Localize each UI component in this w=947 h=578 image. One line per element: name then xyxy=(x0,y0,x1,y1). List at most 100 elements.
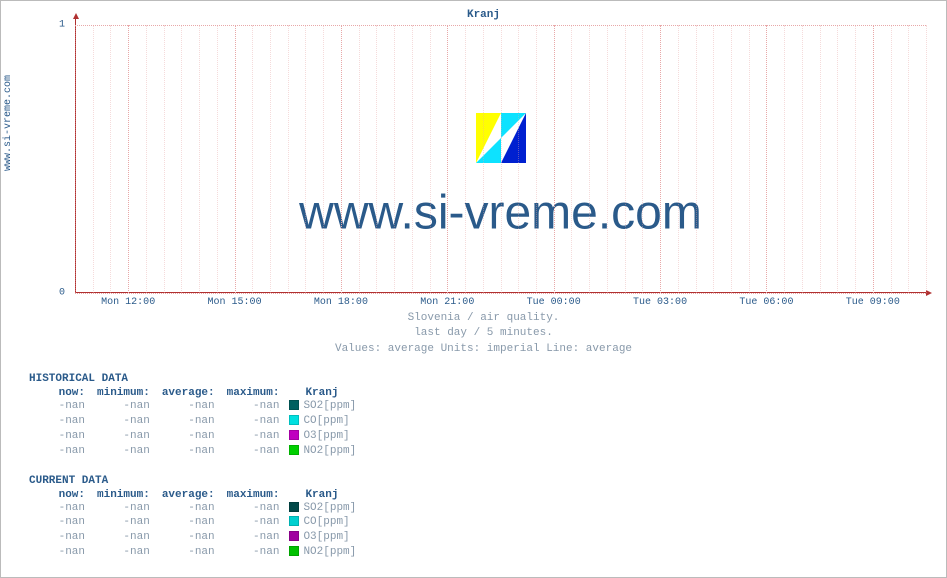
table-cell: -nan xyxy=(221,530,286,545)
gridline-v-minor xyxy=(855,25,856,293)
table-header-cell: average: xyxy=(156,489,221,501)
series-label-cell: CO[ppm] xyxy=(285,414,375,429)
table-cell: -nan xyxy=(156,414,221,429)
gridline-v-minor xyxy=(873,25,874,293)
table-cell: -nan xyxy=(29,545,91,560)
table-cell: -nan xyxy=(29,501,91,516)
x-tick-label: Tue 00:00 xyxy=(527,297,581,308)
table-cell: -nan xyxy=(156,444,221,459)
x-tick-label: Mon 12:00 xyxy=(101,297,155,308)
gridline-v-minor xyxy=(323,25,324,293)
table-header-cell: now: xyxy=(29,489,91,501)
series-label-cell: SO2[ppm] xyxy=(285,501,375,516)
y-axis-arrow-icon xyxy=(73,13,79,19)
subtext-line: Slovenia / air quality. xyxy=(41,311,926,326)
table-row: -nan-nan-nan-nanO3[ppm] xyxy=(29,429,375,444)
series-swatch-icon xyxy=(289,430,299,440)
x-tick-label: Mon 15:00 xyxy=(208,297,262,308)
table-cell: -nan xyxy=(156,515,221,530)
y-tick-label: 0 xyxy=(59,288,65,299)
chart-plot: www.si-vreme.com 01Mon 12:00Mon 15:00Mon… xyxy=(75,25,926,293)
table-header-cell: Kranj xyxy=(285,489,375,501)
gridline-v-minor xyxy=(678,25,679,293)
historical-title: HISTORICAL DATA xyxy=(29,373,946,385)
gridline-v-minor xyxy=(412,25,413,293)
gridline-v-minor xyxy=(288,25,289,293)
table-cell: -nan xyxy=(29,414,91,429)
table-header-cell: maximum: xyxy=(221,489,286,501)
series-label: SO2[ppm] xyxy=(303,400,356,412)
table-cell: -nan xyxy=(29,444,91,459)
table-row: -nan-nan-nan-nanSO2[ppm] xyxy=(29,501,375,516)
gridline-v-minor xyxy=(305,25,306,293)
gridline-v-minor xyxy=(837,25,838,293)
series-swatch-icon xyxy=(289,546,299,556)
table-header-row: now:minimum:average:maximum:Kranj xyxy=(29,387,375,399)
table-cell: -nan xyxy=(91,444,156,459)
table-cell: -nan xyxy=(221,545,286,560)
current-section: CURRENT DATA now:minimum:average:maximum… xyxy=(29,475,946,560)
series-swatch-icon xyxy=(289,531,299,541)
series-label: O3[ppm] xyxy=(303,531,349,543)
table-cell: -nan xyxy=(91,545,156,560)
table-cell: -nan xyxy=(221,444,286,459)
series-label-cell: CO[ppm] xyxy=(285,515,375,530)
gridline-v-minor xyxy=(217,25,218,293)
y-axis-side-label: www.si-vreme.com xyxy=(3,75,14,171)
gridline-v-minor xyxy=(660,25,661,293)
table-cell: -nan xyxy=(156,429,221,444)
series-swatch-icon xyxy=(289,400,299,410)
gridline-v-minor xyxy=(749,25,750,293)
table-header-cell: now: xyxy=(29,387,91,399)
y-tick-label: 1 xyxy=(59,20,65,31)
series-label: SO2[ppm] xyxy=(303,502,356,514)
gridline-v-minor xyxy=(341,25,342,293)
plot-wrap: www.si-vreme.com 01Mon 12:00Mon 15:00Mon… xyxy=(75,25,926,293)
table-cell: -nan xyxy=(156,545,221,560)
series-swatch-icon xyxy=(289,445,299,455)
series-label: CO[ppm] xyxy=(303,516,349,528)
gridline-v-minor xyxy=(696,25,697,293)
table-header-cell: minimum: xyxy=(91,489,156,501)
gridline-v-minor xyxy=(536,25,537,293)
gridline-v-minor xyxy=(75,25,76,293)
gridline-v-minor xyxy=(926,25,927,293)
table-cell: -nan xyxy=(29,399,91,414)
table-row: -nan-nan-nan-nanNO2[ppm] xyxy=(29,545,375,560)
gridline-v-minor xyxy=(359,25,360,293)
series-swatch-icon xyxy=(289,415,299,425)
table-cell: -nan xyxy=(221,399,286,414)
table-row: -nan-nan-nan-nanO3[ppm] xyxy=(29,530,375,545)
table-cell: -nan xyxy=(221,414,286,429)
table-cell: -nan xyxy=(91,414,156,429)
gridline-v-minor xyxy=(607,25,608,293)
gridline-v-minor xyxy=(430,25,431,293)
gridline-v-minor xyxy=(235,25,236,293)
gridline-v-minor xyxy=(483,25,484,293)
table-row: -nan-nan-nan-nanCO[ppm] xyxy=(29,515,375,530)
table-cell: -nan xyxy=(221,515,286,530)
table-cell: -nan xyxy=(29,530,91,545)
series-label: NO2[ppm] xyxy=(303,546,356,558)
gridline-v-minor xyxy=(891,25,892,293)
gridline-v-minor xyxy=(731,25,732,293)
table-header-row: now:minimum:average:maximum:Kranj xyxy=(29,489,375,501)
table-row: -nan-nan-nan-nanSO2[ppm] xyxy=(29,399,375,414)
x-tick-label: Tue 09:00 xyxy=(846,297,900,308)
series-label-cell: SO2[ppm] xyxy=(285,399,375,414)
table-cell: -nan xyxy=(156,399,221,414)
table-cell: -nan xyxy=(221,501,286,516)
table-header-cell: minimum: xyxy=(91,387,156,399)
x-tick-label: Tue 03:00 xyxy=(633,297,687,308)
gridline-v-minor xyxy=(802,25,803,293)
current-table: now:minimum:average:maximum:Kranj-nan-na… xyxy=(29,489,375,560)
table-cell: -nan xyxy=(91,501,156,516)
series-label-cell: NO2[ppm] xyxy=(285,545,375,560)
table-cell: -nan xyxy=(91,429,156,444)
chart-title: Kranj xyxy=(41,9,926,21)
gridline-v-minor xyxy=(784,25,785,293)
gridline-v-minor xyxy=(146,25,147,293)
gridline-v-minor xyxy=(766,25,767,293)
table-row: -nan-nan-nan-nanCO[ppm] xyxy=(29,414,375,429)
gridline-v-minor xyxy=(93,25,94,293)
